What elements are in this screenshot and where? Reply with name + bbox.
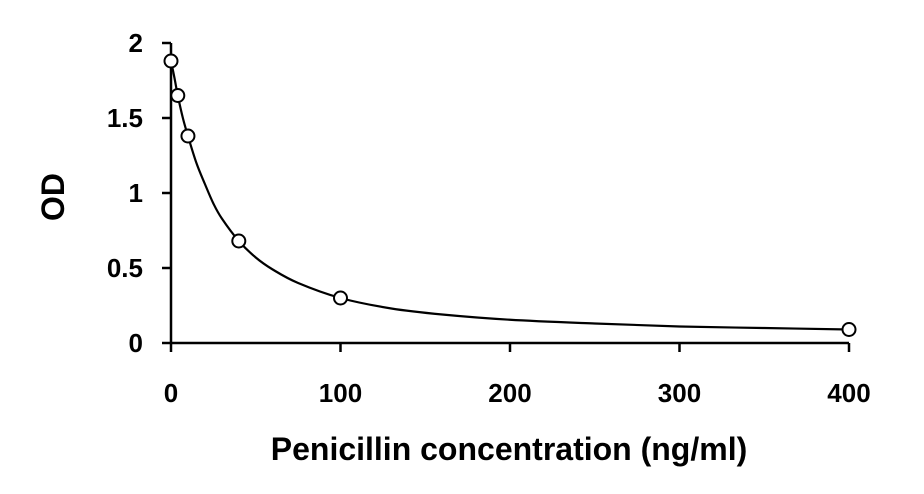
data-point [841, 322, 857, 337]
ticks: 0 100 200 300 400 0 0.5 1 1.5 2 [107, 28, 871, 408]
data-point [333, 290, 348, 306]
x-tick-label: 200 [488, 378, 531, 408]
y-tick-label: 1 [129, 178, 143, 208]
y-axis-title: OD [35, 173, 71, 221]
fit-curve-line [169, 60, 850, 331]
x-axis-title: Penicillin concentration (ng/ml) [271, 431, 747, 467]
data-point [180, 128, 196, 144]
data-point [170, 88, 186, 103]
x-tick-label: 100 [319, 378, 362, 408]
x-tick-label: 400 [827, 378, 870, 408]
fit-curve-layer [169, 60, 850, 331]
data-point [163, 53, 179, 69]
x-tick-label: 300 [658, 378, 701, 408]
axes [169, 43, 849, 345]
y-tick-label: 0.5 [107, 253, 143, 283]
y-tick-label: 1.5 [107, 103, 143, 133]
data-point [231, 233, 247, 249]
y-tick-label: 0 [129, 328, 143, 358]
data-points-layer [163, 53, 857, 337]
x-tick-label: 0 [164, 378, 178, 408]
y-tick-label: 2 [129, 28, 143, 58]
